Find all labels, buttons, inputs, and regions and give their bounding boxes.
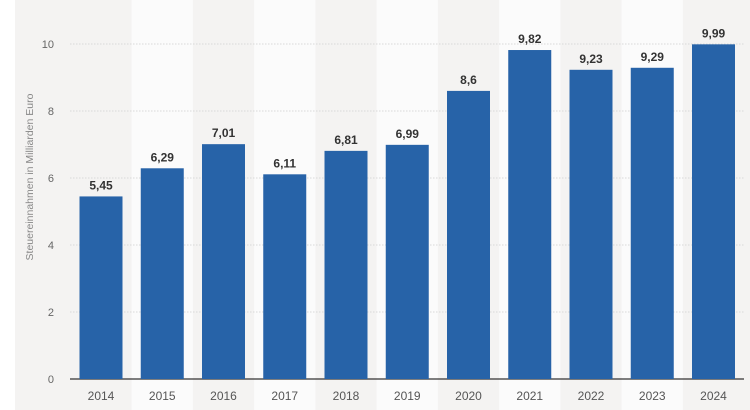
x-tick-label: 2016 (210, 389, 237, 403)
data-label: 6,29 (151, 150, 175, 164)
data-label: 6,11 (273, 156, 296, 170)
data-label: 7,01 (212, 126, 236, 140)
x-tick-label: 2014 (88, 389, 115, 403)
y-tick-label: 6 (48, 173, 54, 185)
data-label: 9,82 (518, 32, 542, 46)
data-label: 6,81 (334, 133, 358, 147)
x-tick-label: 2019 (394, 389, 421, 403)
bar-2016 (202, 144, 245, 379)
bar-2020 (447, 90, 490, 380)
x-tick-label: 2018 (333, 389, 360, 403)
bar-2019 (385, 144, 429, 379)
x-tick-label: 2020 (455, 389, 482, 403)
y-tick-label: 4 (48, 240, 54, 252)
bar-2015 (140, 168, 184, 379)
y-tick-label: 2 (48, 307, 54, 319)
bar-2018 (324, 150, 368, 379)
data-label: 6,99 (396, 127, 420, 141)
data-label: 8,6 (460, 73, 477, 87)
bar-2023 (630, 67, 674, 379)
data-label: 5,45 (89, 178, 113, 192)
bar-2021 (508, 50, 552, 379)
data-label: 9,23 (579, 52, 603, 66)
x-tick-label: 2015 (149, 389, 176, 403)
data-label: 9,29 (641, 50, 665, 64)
y-axis-label: Steuereinnahmen in Milliarden Euro (24, 93, 36, 260)
x-tick-label: 2022 (578, 389, 605, 403)
y-tick-label: 0 (48, 374, 54, 386)
data-label: 9,99 (702, 26, 726, 40)
x-tick-label: 2017 (271, 389, 298, 403)
bar-2017 (263, 174, 307, 379)
y-tick-label: 8 (48, 106, 54, 118)
bar-2022 (569, 69, 613, 380)
x-tick-label: 2023 (639, 389, 666, 403)
x-tick-label: 2024 (700, 389, 727, 403)
bar-2014 (79, 196, 123, 379)
x-tick-label: 2021 (516, 389, 543, 403)
y-tick-label: 10 (42, 39, 54, 51)
bar-2024 (692, 44, 735, 380)
